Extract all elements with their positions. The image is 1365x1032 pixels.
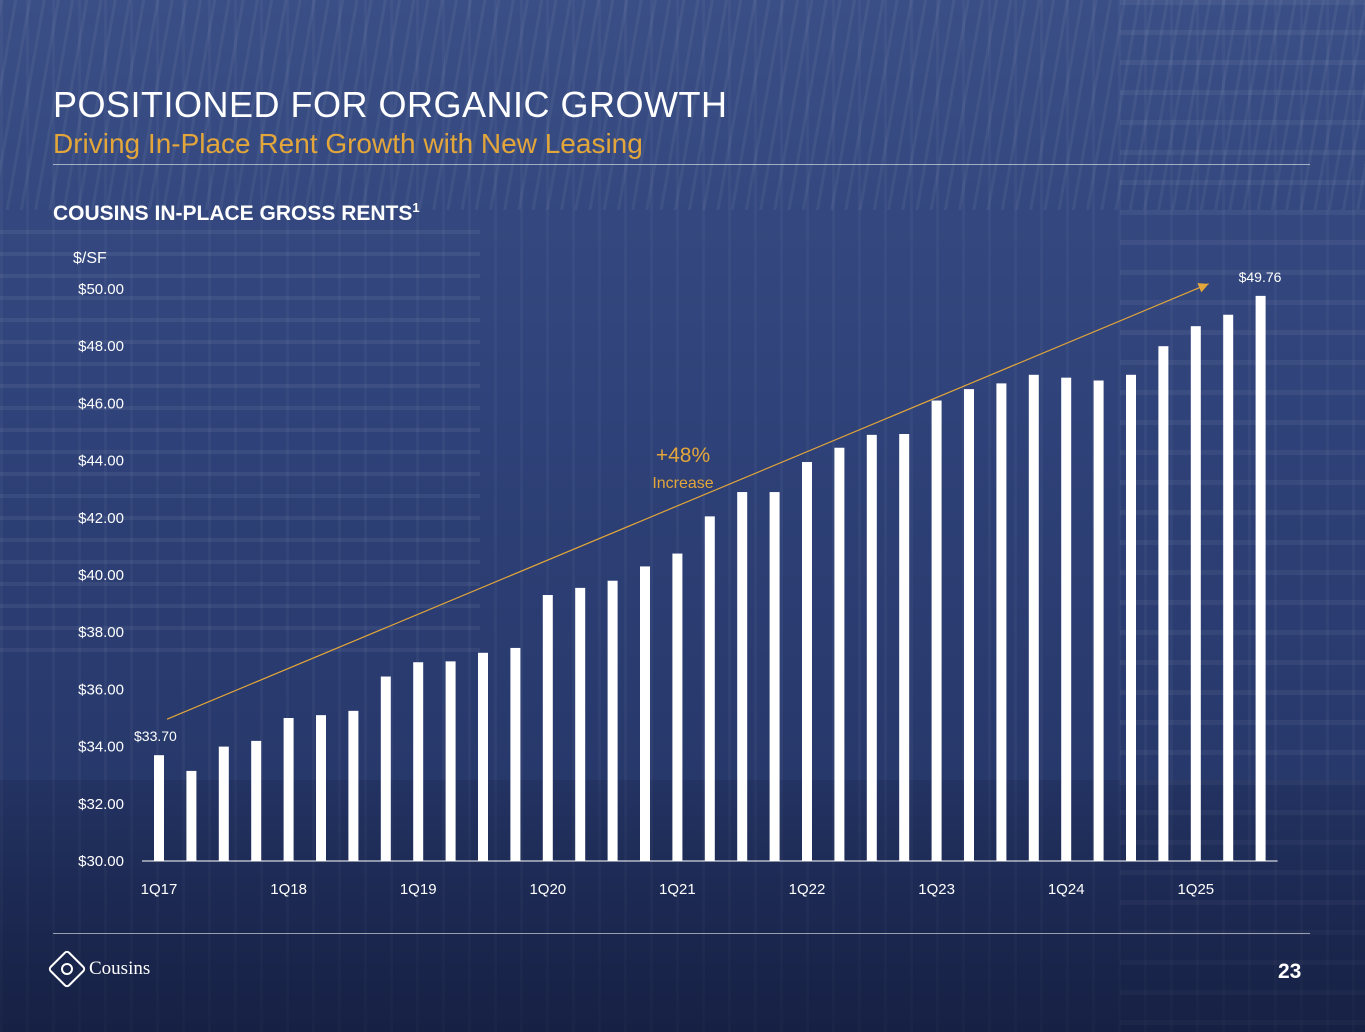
- bar: [575, 587, 586, 861]
- page-subtitle: Driving In-Place Rent Growth with New Le…: [53, 128, 643, 159]
- bar: [1061, 377, 1072, 861]
- header-divider: [53, 164, 1310, 165]
- bar: [866, 434, 877, 861]
- x-tick-label: 1Q23: [918, 881, 955, 898]
- bar: [218, 746, 229, 861]
- company-logo: Cousins: [47, 949, 151, 989]
- y-tick-label: $46.00: [78, 395, 124, 412]
- x-tick-label: 1Q24: [1048, 881, 1085, 898]
- bar: [1255, 295, 1266, 861]
- data-label: $49.76: [1239, 269, 1282, 285]
- bar: [769, 492, 780, 861]
- bar: [899, 434, 910, 861]
- x-tick-label: 1Q19: [400, 881, 437, 898]
- x-tick-label: 1Q25: [1177, 881, 1214, 898]
- bar: [737, 492, 748, 861]
- chart-title-footnote: 1: [412, 200, 420, 215]
- bar: [1093, 380, 1104, 861]
- y-tick-label: $32.00: [78, 796, 124, 813]
- bar: [1126, 374, 1136, 861]
- page-number: 23: [1278, 960, 1302, 983]
- annotation-value: +48%: [656, 444, 710, 467]
- x-tick-label: 1Q20: [529, 881, 566, 898]
- y-tick-label: $38.00: [78, 624, 124, 641]
- background-ceiling-slats: [0, 0, 1365, 210]
- chart-title-text: COUSINS IN-PLACE GROSS RENTS: [53, 202, 413, 225]
- annotation-text: Increase: [652, 475, 713, 492]
- y-tick-label: $48.00: [78, 338, 124, 355]
- trend-arrow-head: [1197, 283, 1209, 293]
- bar: [1223, 314, 1234, 861]
- data-label: $33.70: [134, 728, 177, 744]
- bar-chart: $/SF $30.00 $32.00 $34.00 $36.00 $38.00 $40.00…: [73, 250, 1282, 898]
- bar: [996, 383, 1007, 861]
- bar: [704, 516, 715, 861]
- bar: [1190, 326, 1201, 861]
- bar: [640, 566, 650, 861]
- bar: [510, 647, 521, 861]
- logo-text: Cousins: [89, 958, 151, 979]
- x-tick-label: 1Q18: [270, 881, 307, 898]
- bar: [154, 755, 164, 861]
- y-tick-label: $40.00: [78, 567, 124, 584]
- bar: [542, 595, 553, 861]
- bar: [1028, 374, 1039, 861]
- cousins-logo-icon: [47, 949, 87, 989]
- chart-title: COUSINS IN-PLACE GROSS RENTS1: [53, 200, 420, 226]
- bar: [316, 715, 326, 861]
- y-tick-label: $30.00: [78, 853, 124, 870]
- y-tick-label: $42.00: [78, 510, 124, 527]
- x-tick-label: 1Q22: [789, 881, 826, 898]
- trend-arrow-line: [166, 283, 1209, 720]
- y-tick-label: $50.00: [78, 281, 124, 298]
- bar: [186, 770, 197, 861]
- y-tick-label: $34.00: [78, 739, 124, 756]
- background-left-slats: [0, 230, 480, 670]
- bar: [283, 718, 294, 861]
- bar: [931, 400, 942, 861]
- bar: [672, 553, 683, 861]
- y-tick-label: $44.00: [78, 453, 124, 470]
- bar: [348, 710, 359, 861]
- bar: [802, 462, 812, 861]
- page-title: POSITIONED FOR ORGANIC GROWTH: [53, 84, 728, 125]
- bar: [251, 740, 262, 861]
- y-tick-label: $36.00: [78, 681, 124, 698]
- bar: [445, 661, 456, 861]
- y-axis-label: $/SF: [73, 250, 107, 267]
- bar: [380, 676, 391, 861]
- bar: [607, 580, 618, 861]
- bar: [413, 662, 424, 861]
- bar: [964, 389, 974, 861]
- bar: [1158, 346, 1169, 861]
- bar: [478, 652, 488, 861]
- x-tick-label: 1Q17: [141, 881, 178, 898]
- footer-divider: [53, 933, 1310, 934]
- x-tick-label: 1Q21: [659, 881, 696, 898]
- bar: [834, 447, 845, 861]
